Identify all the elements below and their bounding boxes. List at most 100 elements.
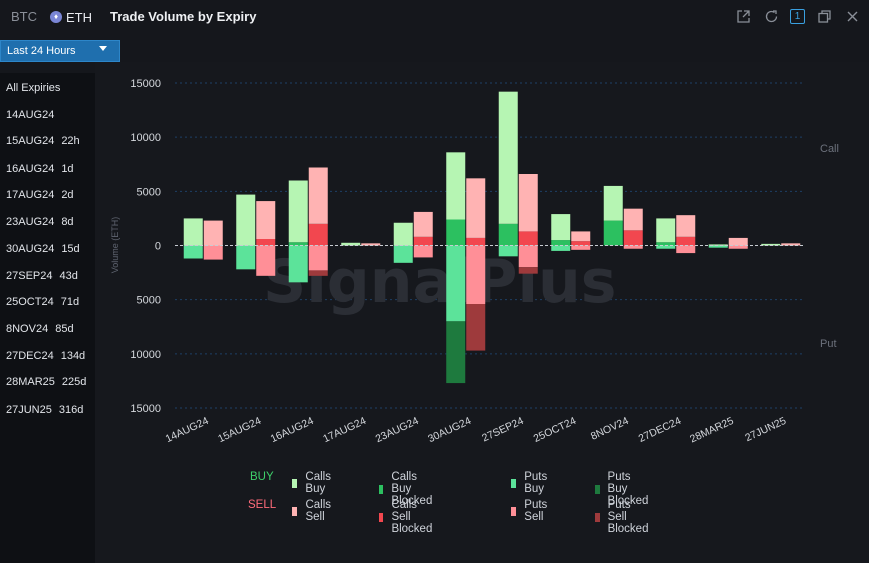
legend-text: Puts Sell <box>524 499 548 523</box>
bar-puts-buy <box>236 245 256 270</box>
legend-text: Puts Buy <box>524 471 548 495</box>
bar-calls-buy-blocked <box>288 242 308 246</box>
bar-calls-sell <box>781 243 801 246</box>
coin-tab-eth[interactable]: ♦ ETH <box>50 7 92 27</box>
sidebar-item-30aug24[interactable]: 30AUG24 15d <box>6 243 80 259</box>
expiry-label: 14AUG24 <box>6 109 55 121</box>
legend-puts-sell-blocked[interactable]: Puts Sell Blocked <box>595 499 653 535</box>
close-icon[interactable] <box>843 7 861 25</box>
sidebar-item-15aug24[interactable]: 15AUG24 22h <box>6 135 80 151</box>
sidebar-item-all-expiries[interactable]: All Expiries <box>6 82 60 98</box>
bar-calls-buy <box>341 242 361 246</box>
bar-puts-sell <box>676 245 696 254</box>
sidebar-item-23aug24[interactable]: 23AUG24 8d <box>6 216 74 232</box>
expiry-label: All Expiries <box>6 82 61 94</box>
restore-window-icon[interactable] <box>815 7 833 25</box>
coin-tab-btc[interactable]: BTC <box>11 9 37 24</box>
bar-puts-sell <box>203 245 223 260</box>
expiry-label: 27DEC24 <box>6 350 54 362</box>
x-tick-label: 28MAR25 <box>688 415 736 446</box>
sidebar-item-27dec24[interactable]: 27DEC24 134d <box>6 350 85 366</box>
x-tick-label: 15AUG24 <box>216 415 263 445</box>
layout-one-icon[interactable]: 1 <box>790 8 805 24</box>
bar-puts-buy <box>183 245 203 259</box>
legend-calls-sell-blocked[interactable]: Calls Sell Blocked <box>379 499 437 535</box>
sidebar-item-27jun25[interactable]: 27JUN25 316d <box>6 404 83 420</box>
bar-calls-buy <box>656 218 676 243</box>
x-tick-label: 8NOV24 <box>589 415 631 443</box>
expiry-label: 25OCT24 <box>6 296 54 308</box>
bar-puts-buy <box>708 245 728 248</box>
call-side-label: Call <box>820 143 839 155</box>
expiry-dte: 1d <box>61 163 74 175</box>
bar-calls-buy-blocked <box>603 220 623 246</box>
expiry-dte: 85d <box>55 323 74 335</box>
bar-calls-sell <box>466 178 486 238</box>
header-bar: BTC ♦ ETH Trade Volume by Expiry 1 <box>0 0 869 34</box>
legend-text: Calls Buy <box>305 471 331 495</box>
bar-puts-buy <box>656 245 676 249</box>
legend-text: Calls Buy Blocked <box>391 471 433 507</box>
sidebar-item-17aug24[interactable]: 17AUG24 2d <box>6 189 74 205</box>
bar-puts-sell <box>571 245 591 250</box>
bar-calls-buy-blocked <box>551 240 571 246</box>
y-axis-ticks: 15000 10000 5000 0 5000 10000 15000 <box>130 78 161 415</box>
volume-bar-chart: SignalPlus 15000100005000050001000015000… <box>110 78 839 446</box>
refresh-icon[interactable] <box>762 7 780 25</box>
expiry-sidebar: All Expiries 14AUG24 15AUG24 22h 16AUG24 1… <box>0 73 95 563</box>
bars <box>183 91 801 384</box>
expiry-label: 23AUG24 <box>6 216 55 228</box>
bar-calls-sell-blocked <box>308 223 328 246</box>
bar-calls-sell-blocked <box>466 237 486 246</box>
chart-panel: SignalPlus 15000 10000 5000 0 5000 10000 15000… <box>95 62 869 563</box>
y-axis-label: Volume (ETH) <box>110 217 120 274</box>
put-side-label: Put <box>820 338 837 350</box>
expiry-label: 30AUG24 <box>6 243 55 255</box>
bar-calls-sell <box>361 243 381 246</box>
x-axis-ticks: 14AUG24 15AUG24 16AUG24 17AUG24 23AUG24 30AUG… <box>164 415 789 446</box>
legend-calls-buy[interactable]: Calls Buy <box>292 471 335 495</box>
bar-calls-sell <box>203 220 223 246</box>
y-tick-label: 5000 <box>137 295 161 307</box>
bar-calls-sell <box>676 215 696 237</box>
legend-puts-buy-blocked[interactable]: Puts Buy Blocked <box>595 471 653 507</box>
bar-puts-sell-blocked <box>518 267 538 274</box>
grid-lines <box>175 82 805 409</box>
bar-calls-buy <box>551 214 571 241</box>
bar-puts-buy-blocked <box>446 321 466 384</box>
sidebar-item-28mar25[interactable]: 28MAR25 225d <box>6 376 86 392</box>
bar-calls-buy-blocked <box>656 242 676 246</box>
external-link-icon[interactable] <box>734 7 752 25</box>
bar-puts-sell <box>466 245 486 304</box>
legend-swatch <box>511 506 517 516</box>
sidebar-item-14aug24[interactable]: 14AUG24 <box>6 109 54 125</box>
legend-puts-sell[interactable]: Puts Sell <box>511 499 551 523</box>
expiry-dte: 316d <box>58 404 84 416</box>
bar-puts-buy <box>446 245 466 322</box>
bar-calls-buy-blocked <box>446 219 466 246</box>
bar-puts-sell <box>413 245 433 258</box>
bar-calls-sell <box>518 174 538 232</box>
legend-puts-buy[interactable]: Puts Buy <box>511 471 551 495</box>
bar-puts-sell <box>308 245 328 271</box>
bar-calls-sell-blocked <box>413 236 433 246</box>
y-tick-label: 0 <box>155 241 161 253</box>
bar-calls-buy <box>708 244 728 246</box>
legend-calls-buy-blocked[interactable]: Calls Buy Blocked <box>379 471 437 507</box>
legend-swatch <box>595 484 600 494</box>
expiry-dte: 15d <box>61 243 80 255</box>
bar-calls-sell-blocked <box>571 241 591 246</box>
bar-calls-buy <box>603 185 623 221</box>
x-tick-label: 25OCT24 <box>532 415 578 445</box>
bar-calls-sell <box>308 167 328 224</box>
legend-swatch <box>379 512 384 522</box>
legend-calls-sell[interactable]: Calls Sell <box>292 499 335 523</box>
sidebar-item-27sep24[interactable]: 27SEP24 43d <box>6 270 78 286</box>
time-range-dropdown[interactable]: Last 24 Hours <box>0 40 120 62</box>
sidebar-item-25oct24[interactable]: 25OCT24 71d <box>6 296 79 312</box>
x-tick-label: 23AUG24 <box>374 415 421 445</box>
sidebar-item-8nov24[interactable]: 8NOV24 85d <box>6 323 74 339</box>
bar-puts-sell-blocked <box>308 270 328 276</box>
sidebar-item-16aug24[interactable]: 16AUG24 1d <box>6 163 74 179</box>
expiry-dte: 8d <box>61 216 74 228</box>
